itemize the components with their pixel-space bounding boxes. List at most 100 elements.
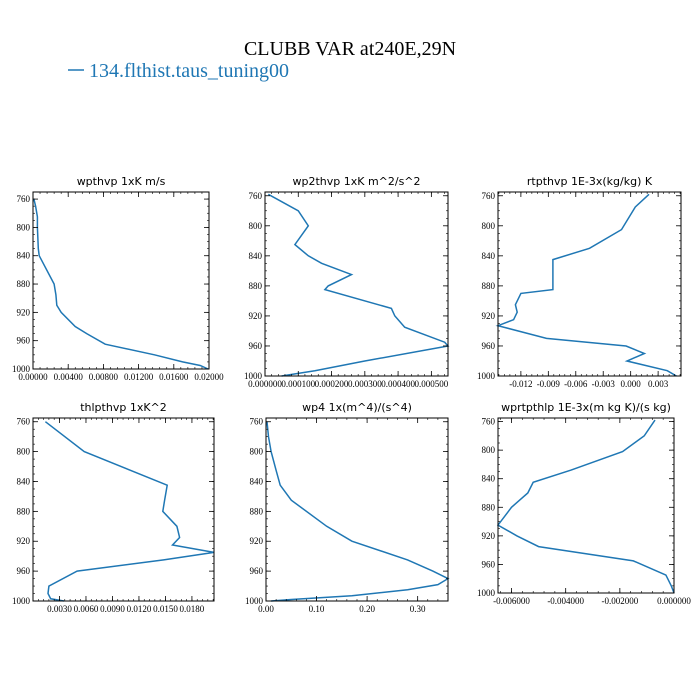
y-tick-label: 960	[250, 566, 264, 576]
x-tick-label: 0.0150	[153, 604, 178, 614]
y-tick-label: 920	[249, 311, 263, 321]
y-tick-label: 1000	[12, 364, 31, 374]
y-tick-label: 1000	[244, 371, 263, 381]
y-tick-label: 960	[482, 559, 496, 569]
panel-title: wp4 1x(m^4)/(s^4)	[302, 401, 412, 414]
x-tick-label: 0.000400	[381, 379, 415, 389]
x-tick-label: 0.0030	[47, 604, 72, 614]
y-tick-label: 960	[17, 566, 31, 576]
x-tick-label: 0.000200	[315, 379, 349, 389]
x-tick-label: 0.000000	[248, 379, 282, 389]
x-tick-label: 0.0120	[127, 604, 152, 614]
y-tick-label: 1000	[477, 371, 496, 381]
x-tick-label: 0.000100	[281, 379, 315, 389]
y-tick-label: 920	[17, 536, 31, 546]
panel-3: rtpthvp 1E-3x(kg/kg) K -0.012 -0.009 -0.006…	[477, 175, 682, 389]
y-tick-label: 1000	[477, 588, 496, 598]
y-tick-label: 1000	[12, 596, 31, 606]
panel-title: wp2thvp 1xK m^2/s^2	[292, 175, 420, 188]
plot-frame	[497, 191, 682, 377]
plot-frame	[497, 417, 675, 594]
y-tick-label: 960	[17, 336, 31, 346]
y-tick-label: 960	[482, 341, 496, 351]
y-tick-label: 840	[482, 251, 496, 261]
x-tick-label: -0.006	[564, 379, 588, 389]
y-tick-label: 880	[482, 281, 496, 291]
y-tick-label: 800	[482, 221, 496, 231]
y-tick-label: 880	[17, 506, 31, 516]
y-tick-label: 800	[250, 447, 264, 457]
x-tick-label: -0.009	[537, 379, 561, 389]
y-tick-label: 760	[482, 191, 496, 201]
series-line	[33, 198, 209, 370]
x-tick-label: 0.000000	[657, 596, 691, 606]
panel-title: thlpthvp 1xK^2	[80, 401, 167, 414]
y-tick-label: 800	[17, 447, 31, 457]
legend-label: 134.flthist.taus_tuning00	[89, 60, 289, 82]
x-tick-label: 0.10	[309, 604, 325, 614]
x-tick-label: 0.20	[359, 604, 375, 614]
y-tick-label: 760	[482, 417, 496, 427]
series-line	[267, 193, 450, 377]
y-tick-label: 760	[17, 194, 31, 204]
y-tick-label: 920	[482, 311, 496, 321]
x-tick-label: 0.003	[648, 379, 669, 389]
x-tick-label: 0.30	[410, 604, 426, 614]
x-tick-label: -0.004000	[547, 596, 584, 606]
panel-6: wprtpthlp 1E-3x(m kg K)/(s kg) -0.006000 -…	[477, 401, 691, 606]
panel-title: wprtpthlp 1E-3x(m kg K)/(s kg)	[501, 401, 671, 414]
y-tick-label: 800	[482, 445, 496, 455]
plot-frame	[264, 191, 449, 377]
y-tick-label: 920	[250, 536, 264, 546]
panels: wpthvp 1xK m/s 0.00000 0.00400 0.00 800 0.012…	[12, 175, 691, 614]
y-tick-label: 760	[17, 417, 31, 427]
y-tick-label: 760	[250, 417, 264, 427]
panel-title: wpthvp 1xK m/s	[77, 175, 166, 188]
y-tick-label: 960	[249, 341, 263, 351]
y-tick-label: 1000	[245, 596, 264, 606]
x-tick-label: -0.002000	[601, 596, 638, 606]
y-tick-label: 840	[17, 251, 31, 261]
x-tick-label: 0.0060	[74, 604, 99, 614]
y-tick-label: 880	[482, 502, 496, 512]
y-tick-label: 840	[250, 476, 264, 486]
series-line	[266, 421, 450, 602]
y-tick-label: 840	[482, 474, 496, 484]
panel-1: wpthvp 1xK m/s 0.00000 0.00400 0.00800 0.012…	[12, 175, 224, 382]
y-tick-label: 840	[17, 476, 31, 486]
plot-frame	[32, 191, 210, 370]
series-line	[495, 193, 677, 377]
y-tick-label: 880	[17, 279, 31, 289]
plot-frame	[32, 417, 215, 602]
y-tick-label: 880	[250, 506, 264, 516]
y-tick-label: 800	[249, 221, 263, 231]
y-tick-label: 840	[249, 251, 263, 261]
series-line	[44, 421, 215, 602]
panel-title: rtpthvp 1E-3x(kg/kg) K	[527, 175, 653, 188]
x-tick-label: -0.012	[509, 379, 532, 389]
x-tick-label: 0.000500	[414, 379, 448, 389]
x-tick-label: 0.00	[258, 604, 274, 614]
x-tick-label: 0.0180	[180, 604, 205, 614]
y-tick-label: 760	[249, 191, 263, 201]
panel-4: thlpthvp 1xK^20.0030 0.0060 0.0090 0.0120 0.…	[12, 401, 215, 614]
x-tick-label: -0.003	[592, 379, 616, 389]
x-tick-label: 0.000300	[348, 379, 382, 389]
panel-5: wp4 1x(m^4)/(s^4) 0.00 0.10 0.20 0.30 760 800 8…	[245, 401, 450, 614]
x-tick-label: 0.02000	[194, 372, 224, 382]
x-tick-label: 0.000	[621, 379, 642, 389]
x-tick-label: 0.00000	[18, 372, 48, 382]
x-tick-label: 0.01200	[124, 372, 154, 382]
x-tick-label: 0.0090	[100, 604, 125, 614]
panel-2: wp2thvp 1xK m^2/s^20.000000 0.000100 0.000…	[244, 175, 450, 389]
x-tick-label: 0.00400	[54, 372, 84, 382]
figure-title: CLUBB VAR at240E,29N	[244, 38, 456, 60]
y-tick-label: 920	[482, 531, 496, 541]
plot-frame	[265, 417, 449, 602]
y-tick-label: 880	[249, 281, 263, 291]
series-line	[496, 419, 675, 594]
x-tick-label: -0.006000	[493, 596, 530, 606]
y-tick-label: 920	[17, 307, 31, 317]
x-tick-label: 0.01600	[159, 372, 189, 382]
